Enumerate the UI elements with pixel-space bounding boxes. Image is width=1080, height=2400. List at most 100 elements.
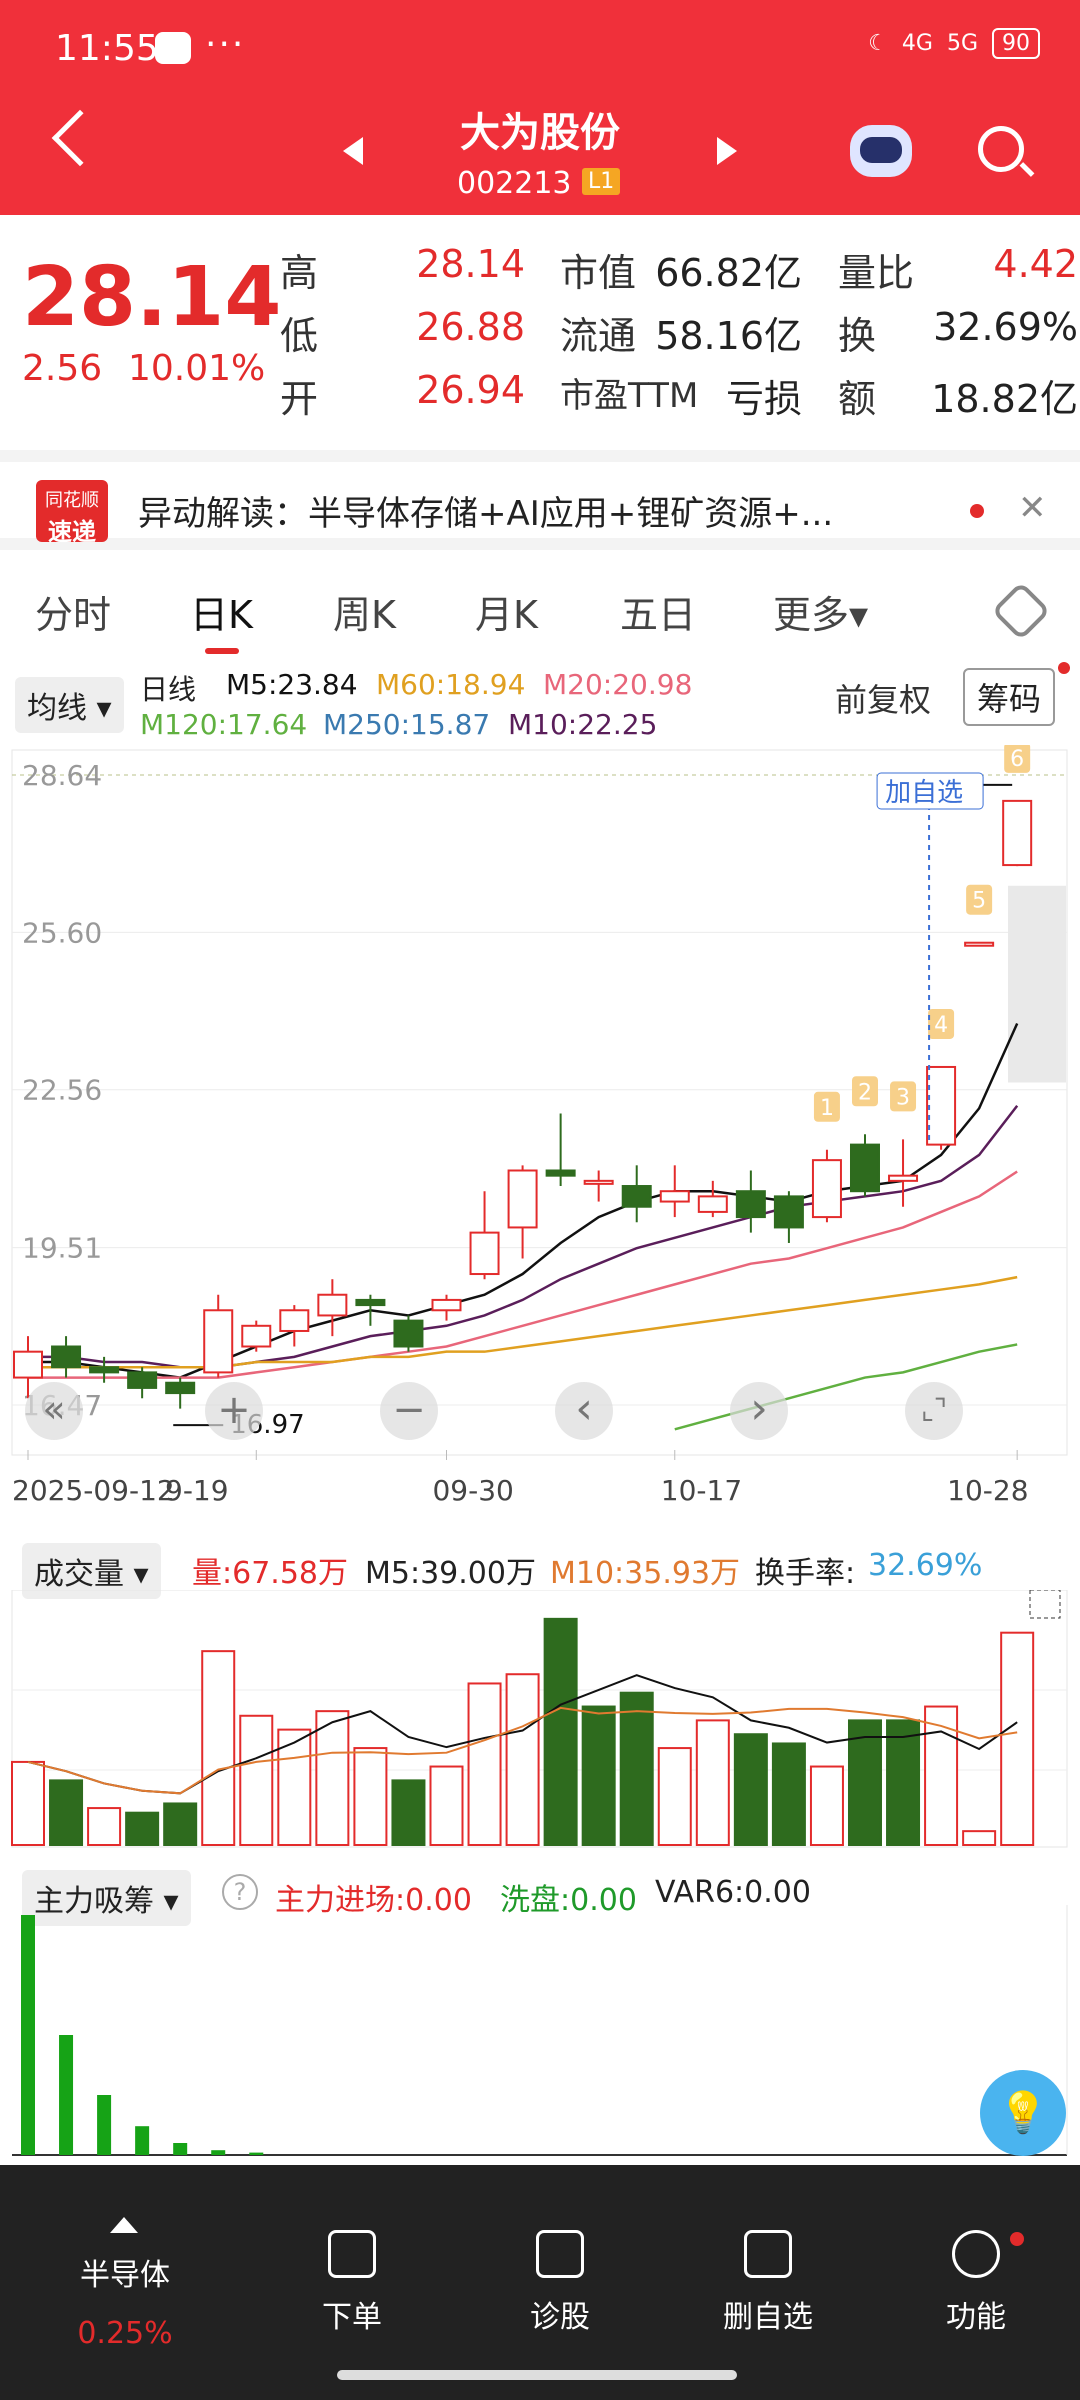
candle-body [431,1298,462,1312]
candle-body [317,1293,348,1317]
event-marker-box [890,1081,917,1112]
candle-body [13,1350,43,1379]
date-label: 10-17 [661,1474,742,1507]
indicator-bar [173,2143,188,2155]
news-banner[interactable]: 同花顺 速递 异动解读：半导体存储+AI应用+锂矿资源+... ✕ [0,450,1080,550]
sector-button[interactable]: 半导体 0.25% [55,2250,195,2351]
lightbulb-icon[interactable]: 💡 [980,2070,1066,2156]
volume-m5: M5:39.00万 [365,1556,536,1591]
volume-selection-box [1029,1590,1061,1619]
mktcap-value: 66.82亿 [655,251,802,295]
functions-label: 功能 [946,2300,1006,2335]
battery-indicator: 90 [992,28,1040,59]
volume-bar [87,1807,122,1846]
next-candle-button[interactable]: › [730,1382,788,1440]
volume-bar [886,1719,921,1846]
candle-body [849,1143,880,1193]
zoom-in-button[interactable]: + [205,1382,263,1440]
indicator-bar [97,2095,112,2155]
news-text[interactable]: 异动解读：半导体存储+AI应用+锂矿资源+... [138,494,834,534]
wechat-icon [155,32,191,64]
indicator-wash: 洗盘:0.00 [500,1883,637,1918]
stock-name: 大为股份 [460,110,620,156]
volume-bar [1000,1631,1035,1846]
pe-label: 市盈TTM [560,376,699,416]
chart-frame [11,749,1068,1456]
volratio-value: 4.42 [993,242,1078,286]
robot-assistant-icon[interactable] [850,125,912,177]
functions-button[interactable]: 功能 [906,2230,1046,2336]
volume-bar [239,1714,274,1847]
candle-body [241,1324,272,1348]
tab-five-day[interactable]: 五日 [620,593,697,637]
volume-bar [315,1710,350,1847]
price-change-pct: 10.01% [128,348,266,389]
float-value: 58.16亿 [655,314,802,358]
pe-value: 亏损 [725,377,802,421]
diagnose-icon [536,2230,584,2278]
next-stock-button[interactable] [717,137,737,165]
date-label: 9-19 [165,1474,229,1507]
adjust-mode[interactable]: 前复权 [835,681,932,719]
remove-icon [744,2230,792,2278]
scroll-left-button[interactable]: « [25,1382,83,1440]
candle-body [203,1309,234,1374]
low-label: 低 [280,314,319,358]
prev-candle-button[interactable]: ‹ [555,1382,613,1440]
candle-body [811,1159,842,1219]
candle-body [393,1319,424,1348]
indicator-selector[interactable]: 主力吸筹 ▾ [22,1870,191,1926]
network-5g: 5G [946,31,978,56]
tab-intraday[interactable]: 分时 [35,593,112,637]
volratio-label: 量比 [838,251,915,295]
zoom-out-button[interactable]: − [380,1382,438,1440]
logo-line1: 同花顺 [45,490,99,511]
ma-selector[interactable]: 均线 ▾ [15,677,124,733]
current-price: 28.14 [22,250,282,345]
sector-change: 0.25% [77,2316,173,2351]
help-icon[interactable]: ? [222,1874,258,1910]
close-icon[interactable]: ✕ [1018,488,1047,528]
date-label: 2025-09-12 [12,1474,175,1507]
volume-frame [11,1590,1068,1848]
ma-line-m20 [28,1170,1018,1379]
candle-body [51,1345,82,1369]
remove-watchlist-button[interactable]: 删自选 [698,2230,838,2336]
expand-caret-icon[interactable] [110,2217,138,2233]
candle-body [621,1185,652,1208]
date-label: 09-30 [432,1474,513,1507]
search-icon[interactable] [978,126,1024,172]
volume-bar [467,1682,502,1847]
float-label: 流通 [560,314,637,358]
volume-chart[interactable] [0,1590,1080,1850]
fullscreen-button[interactable]: ⌞⌝ [905,1382,963,1440]
order-icon [328,2230,376,2278]
tab-more[interactable]: 更多▾ [773,593,869,637]
event-marker-label: 2 [858,1080,872,1105]
chip-range-shade [1008,885,1066,1083]
amount-value: 18.82亿 [931,377,1078,421]
price-tick-label: 28.64 [22,759,102,792]
home-indicator [337,2370,737,2380]
settings-hex-icon[interactable] [991,581,1051,641]
event-marker-box [1004,745,1031,773]
functions-icon [952,2230,1000,2278]
order-label: 下单 [322,2300,382,2335]
logo-line2: 速递 [48,518,96,546]
tab-monthly-k[interactable]: 月K [475,593,538,637]
turnover-rate-value: 32.69% [868,1548,983,1583]
network-4g: 4G [901,31,933,56]
candle-body [659,1190,690,1203]
prev-stock-button[interactable] [343,137,363,165]
candle-body [355,1298,386,1307]
chip-distribution-button[interactable]: 筹码 [963,668,1056,726]
amount-label: 额 [838,377,877,421]
tab-daily-k[interactable]: 日K [190,593,253,637]
price-tick-label: 19.51 [22,1232,102,1265]
legend-m60: M60:18.94 [376,668,526,701]
order-button[interactable]: 下单 [282,2230,422,2336]
volume-ma10-line [27,1706,1018,1795]
tab-weekly-k[interactable]: 周K [333,593,396,637]
legend-m5: M5:23.84 [226,668,358,701]
diagnose-button[interactable]: 诊股 [490,2230,630,2336]
